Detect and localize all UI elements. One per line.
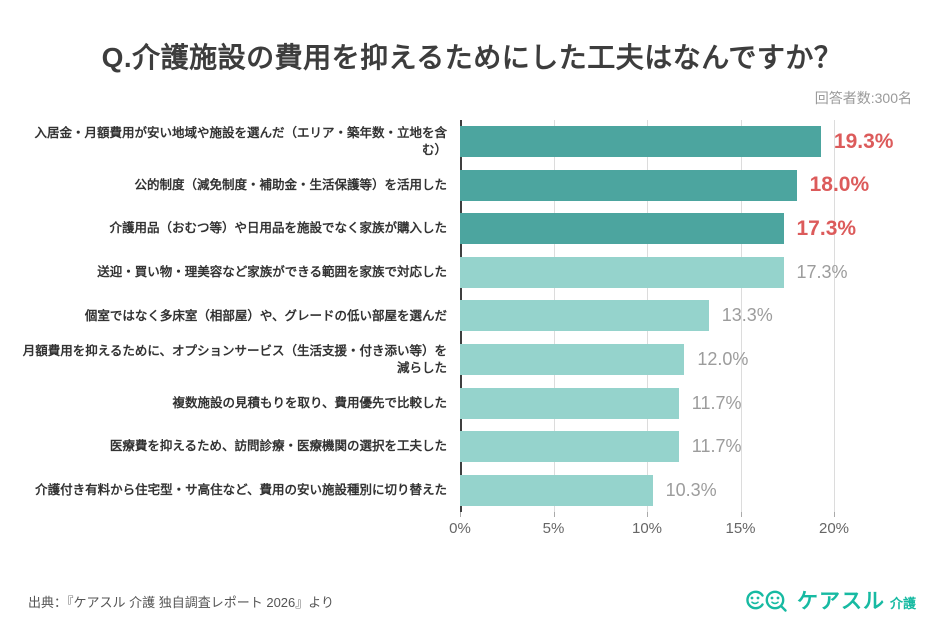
chart-title: Q.介護施設の費用を抑えるためにした工夫はなんですか？ <box>101 42 843 73</box>
chart-row: 個室ではなく多床室（相部屋）や、グレードの低い部屋を選んだ 13.3% <box>22 294 922 338</box>
chart-row: 入居金・月額費用が安い地域や施設を選んだ（エリア・築年数・立地を含む） 19.3% <box>22 120 922 164</box>
bar-cell: 11.7% <box>460 425 922 469</box>
chart-row: 医療費を抑えるため、訪問診療・医療機関の選択を工夫した 11.7% <box>22 425 922 469</box>
value-label: 18.0% <box>809 173 870 197</box>
bar <box>460 256 784 288</box>
value-label: 11.7% <box>691 392 742 413</box>
bar <box>460 300 709 332</box>
bar <box>460 344 685 375</box>
logo-brand-text: ケアスル <box>796 590 885 613</box>
category-label: 介護用品（おむつ等）や日用品を施設でなく家族が購入した <box>109 221 447 236</box>
category-label: 介護付き有料から住宅型・サ高住など、費用の安い施設種別に切り替えた <box>35 482 447 497</box>
bar <box>460 474 653 506</box>
category-label: 公的制度（減免制度・補助金・生活保護等）を活用した <box>134 177 447 192</box>
bar <box>460 387 679 419</box>
bar <box>460 431 679 463</box>
bar <box>460 213 784 245</box>
bar-cell: 12.0% <box>460 338 922 382</box>
value-label: 12.0% <box>697 349 749 369</box>
bar <box>460 169 797 201</box>
bar-cell: 10.3% <box>460 468 922 512</box>
bar-cell: 19.3% <box>460 120 922 164</box>
bar-cell: 18.0% <box>460 164 922 208</box>
x-tick-label: 0% <box>449 520 471 537</box>
value-label: 19.3% <box>833 129 894 153</box>
bar-cell: 11.7% <box>460 381 922 425</box>
category-label: 入居金・月額費用が安い地域や施設を選んだ（エリア・築年数・立地を含む） <box>34 125 447 157</box>
category-label: 複数施設の見積もりを取り、費用優先で比較した <box>172 395 447 410</box>
value-label: 13.3% <box>721 305 773 326</box>
value-label: 11.7% <box>691 436 742 457</box>
value-label: 10.3% <box>665 479 717 500</box>
brand-logo: ケアスル 介護 <box>744 585 916 615</box>
category-label: 個室ではなく多床室（相部屋）や、グレードの低い部屋を選んだ <box>84 308 447 323</box>
bar-cell: 17.3% <box>460 251 922 295</box>
value-label: 17.3% <box>796 261 848 282</box>
chart-row: 介護付き有料から住宅型・サ高住など、費用の安い施設種別に切り替えた 10.3% <box>22 468 922 512</box>
x-tick-label: 15% <box>725 520 756 537</box>
value-label: 17.3% <box>796 216 857 240</box>
source-note: 出典：『ケアスル 介護 独自調査レポート 2026』より <box>28 595 334 610</box>
chart-row: 月額費用を抑えるために、オプションサービス（生活支援・付き添い等）を減らした 12… <box>22 338 922 382</box>
bar-chart: 入居金・月額費用が安い地域や施設を選んだ（エリア・築年数・立地を含む） 19.3%… <box>22 120 922 537</box>
smiley-faces-icon <box>746 590 787 612</box>
chart-rows: 入居金・月額費用が安い地域や施設を選んだ（エリア・築年数・立地を含む） 19.3%… <box>22 120 922 512</box>
x-tick-label: 5% <box>542 520 565 537</box>
chart-row: 公的制度（減免制度・補助金・生活保護等）を活用した 18.0% <box>22 164 922 208</box>
chart-row: 送迎・買い物・理美容など家族ができる範囲を家族で対応した 17.3% <box>22 251 922 295</box>
x-tick-label: 10% <box>631 520 663 537</box>
respondents-note: 回答者数:300名 <box>814 90 912 106</box>
chart-row: 介護用品（おむつ等）や日用品を施設でなく家族が購入した 17.3% <box>22 207 922 251</box>
x-axis: 0% 5% 10% 15% 20% <box>449 512 900 542</box>
bar <box>460 126 821 158</box>
bar-cell: 17.3% <box>460 207 922 251</box>
bar-cell: 13.3% <box>460 294 922 338</box>
category-label: 医療費を抑えるため、訪問診療・医療機関の選択を工夫した <box>109 439 447 454</box>
category-label: 送迎・買い物・理美容など家族ができる範囲を家族で対応した <box>97 264 447 279</box>
category-label: 月額費用を抑えるために、オプションサービス（生活支援・付き添い等）を減らした <box>22 343 447 375</box>
x-tick-label: 20% <box>818 520 850 537</box>
logo-suffix-text: 介護 <box>889 595 916 611</box>
chart-row: 複数施設の見積もりを取り、費用優先で比較した 11.7% <box>22 381 922 425</box>
